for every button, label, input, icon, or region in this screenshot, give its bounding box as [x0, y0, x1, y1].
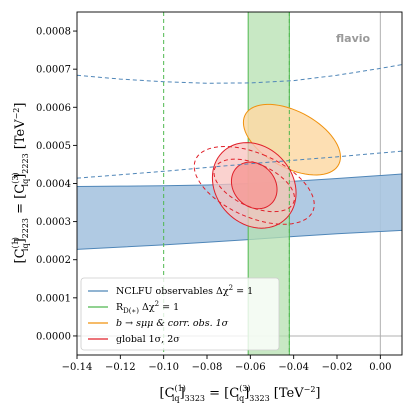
y-tick-label: 0.0003 — [36, 217, 71, 228]
y-tick-label: 0.0008 — [36, 27, 71, 38]
legend-box — [80, 277, 280, 351]
x-tick-label: −0.04 — [278, 362, 309, 373]
nclfu-dashed-lower — [77, 150, 402, 179]
brand-watermark: flavio — [336, 32, 371, 45]
y-tick-label: 0.0000 — [36, 331, 71, 342]
x-tick-label: −0.08 — [192, 362, 223, 373]
y-axis-label: [C(1)lq]2223 = [C(3)lq]2223 [TeV−2] — [11, 103, 30, 264]
x-axis-label: [C(1) lq]3323 = [C(3) lq]3323 [TeV−2] — [160, 384, 321, 403]
legend: NCLFU observables Δχ2 = 1 RD(∗) Δχ2 = 1 … — [80, 277, 280, 351]
x-tick-label: −0.14 — [62, 362, 93, 373]
x-tick-label: 0.00 — [369, 362, 391, 373]
global-dashed-1sigma — [213, 158, 295, 213]
y-tick-label: 0.0005 — [36, 141, 71, 152]
x-tick-label: −0.10 — [148, 362, 179, 373]
x-tick-label: −0.02 — [322, 362, 353, 373]
x-axis: −0.14 −0.12 −0.10 −0.08 −0.06 −0.04 −0.02 0.00 — [62, 355, 391, 373]
y-tick-label: 0.0004 — [36, 179, 71, 190]
legend-label-global: global 1σ, 2σ — [116, 334, 180, 345]
nclfu-dashed-upper — [77, 64, 402, 84]
global-dashed-2sigma — [193, 146, 315, 225]
x-tick-label: −0.12 — [105, 362, 136, 373]
legend-label-nclfu: NCLFU observables Δχ2 = 1 — [116, 284, 253, 297]
y-tick-label: 0.0006 — [36, 103, 71, 114]
x-tick-label: −0.06 — [235, 362, 266, 373]
y-axis: 0.0000 0.0001 0.0002 0.0003 0.0004 0.0005 0.00… — [36, 27, 77, 342]
global-1sigma-ellipse — [230, 161, 278, 210]
plot-area — [77, 12, 402, 355]
legend-label-bsmumu: b → sμμ & corr. obs. 1σ — [116, 318, 229, 329]
y-tick-label: 0.0007 — [36, 65, 71, 76]
y-tick-label: 0.0002 — [36, 255, 71, 266]
y-tick-label: 0.0001 — [36, 293, 71, 304]
